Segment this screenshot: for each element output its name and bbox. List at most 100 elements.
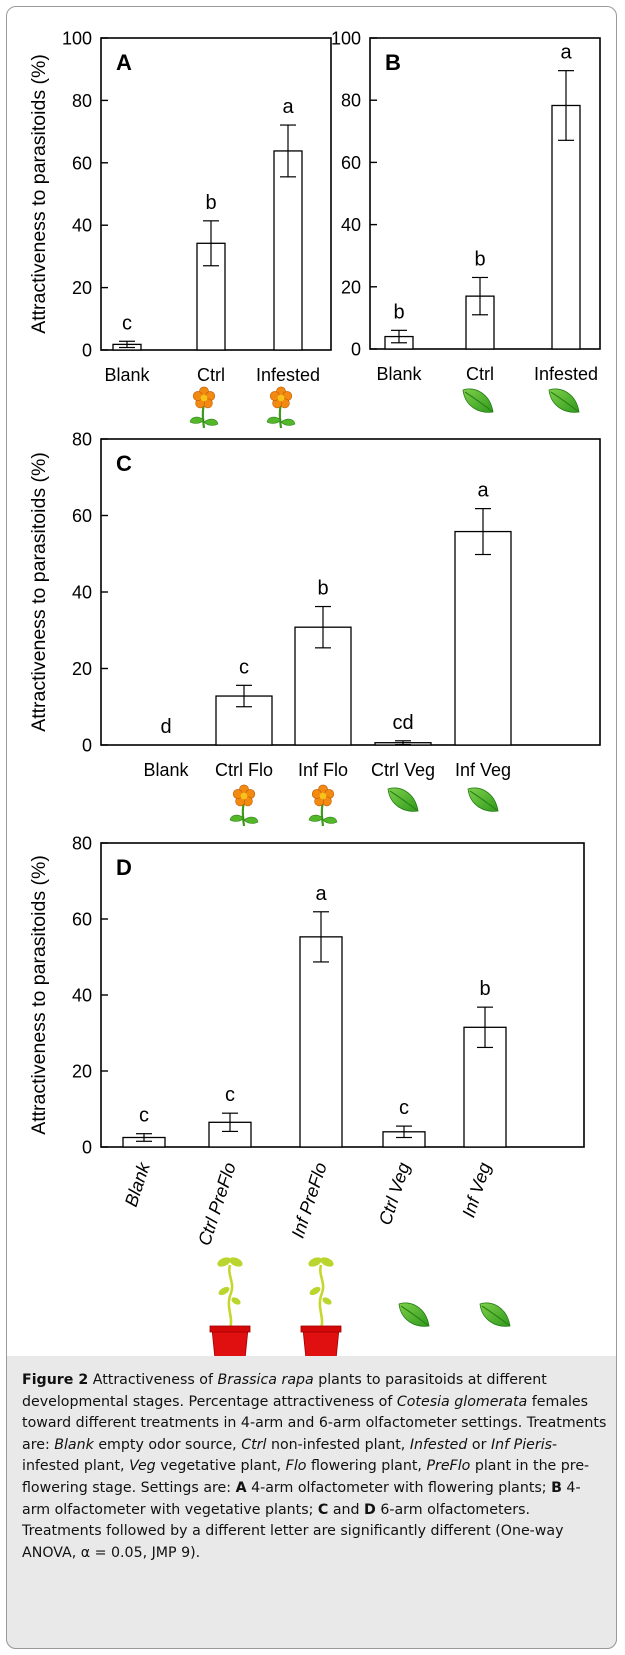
y-tick-label: 80 — [72, 91, 92, 111]
category-label: Ctrl Veg — [375, 1160, 414, 1227]
y-tick-label: 100 — [331, 29, 361, 49]
caption-text-11: 4-arm olfactometer with flowering plants… — [246, 1479, 552, 1496]
caption-text-4: empty odor source, — [93, 1436, 242, 1453]
significance-letter: a — [560, 42, 572, 64]
significance-letter: cd — [392, 712, 413, 734]
y-tick-label: 20 — [341, 277, 361, 297]
potted-seedling-icon — [208, 1254, 252, 1356]
y-tick-label: 0 — [82, 1138, 92, 1158]
bar — [454, 530, 512, 746]
y-axis-label: Attractiveness to parasitoids (%) — [28, 855, 50, 1135]
caption-text-7: -infested plant, — [22, 1436, 558, 1475]
leaf-icon — [462, 388, 494, 413]
caption-text-8: vegetative plant, — [155, 1458, 286, 1475]
significance-letter: c — [139, 1105, 149, 1127]
caption-text-5: non-infested plant, — [266, 1436, 410, 1453]
y-tick-label: 40 — [72, 216, 92, 236]
leaf-icon — [467, 787, 499, 812]
category-label: Ctrl — [466, 364, 494, 384]
category-label: Ctrl PreFlo — [194, 1160, 240, 1248]
caption-italic-3: Blank — [54, 1436, 94, 1453]
y-tick-label: 40 — [72, 986, 92, 1006]
y-tick-label: 20 — [72, 1062, 92, 1082]
flower-icon — [188, 385, 220, 430]
leaf-icon — [398, 1302, 430, 1327]
caption-italic-7: Veg — [129, 1458, 156, 1475]
category-label: Infested — [534, 364, 598, 384]
significance-letter: b — [205, 192, 216, 214]
significance-letter: b — [317, 578, 328, 600]
bar — [551, 104, 581, 350]
bar — [299, 936, 343, 1148]
y-tick-label: 60 — [341, 153, 361, 173]
category-label: Infested — [256, 365, 320, 385]
caption-bold-d: D — [364, 1501, 376, 1518]
category-label: Blank — [376, 364, 422, 384]
significance-letter: a — [282, 96, 294, 118]
figure-charts: 0 20 40 60 80 100 Attractiveness to parasitoid… — [28, 29, 601, 1356]
caption-text-10: plant in the pre-flowering stage. Settin… — [22, 1458, 590, 1496]
potted-seedling-icon — [299, 1254, 343, 1356]
panel-letter: B — [385, 50, 401, 75]
caption-text-6: or — [467, 1436, 491, 1453]
category-label: Blank — [143, 760, 189, 780]
flower-icon — [228, 783, 260, 828]
y-tick-label: 20 — [72, 278, 92, 298]
category-label: Ctrl Flo — [215, 760, 273, 780]
caption-text-13: and — [328, 1501, 365, 1518]
panel-b: 0 20 40 60 80 100 Bb Blank b Ctrl a Infested — [331, 29, 601, 413]
y-axis-label: Attractiveness to parasitoids (%) — [28, 54, 50, 334]
panel-letter: A — [116, 50, 132, 75]
y-tick-label: 20 — [72, 659, 92, 679]
caption-italic-4: Ctrl — [241, 1436, 267, 1453]
caption-text-1: Attractiveness of — [88, 1372, 218, 1388]
plots-layer: 0 20 40 60 80 100 Attractiveness to parasitoid… — [28, 29, 601, 1356]
category-label: Blank — [104, 365, 150, 385]
y-tick-label: 40 — [72, 583, 92, 603]
flower-icon — [307, 783, 339, 828]
significance-letter: c — [239, 656, 249, 678]
significance-letter: c — [225, 1084, 235, 1106]
bar — [273, 150, 303, 351]
caption-bold-c: C — [317, 1501, 329, 1518]
caption-italic-6: Inf Pieris — [490, 1436, 553, 1453]
y-tick-label: 80 — [341, 91, 361, 111]
flower-icon — [265, 385, 297, 430]
caption-text-14: 6-arm olfactometers. Treatments followed… — [22, 1501, 564, 1561]
significance-letter: a — [315, 883, 327, 905]
y-tick-label: 100 — [62, 29, 92, 49]
y-axis-label: Attractiveness to parasitoids (%) — [28, 452, 50, 732]
panel-letter: D — [116, 855, 132, 880]
caption-text-12: 4-arm olfactometer with vegetative plant… — [22, 1479, 581, 1518]
category-label: Ctrl Veg — [371, 760, 435, 780]
panel-letter: C — [116, 451, 132, 476]
caption-bold-b: B — [551, 1479, 562, 1496]
significance-letter: b — [474, 248, 485, 270]
caption-box — [6, 1356, 617, 1649]
category-label: Ctrl — [197, 365, 225, 385]
caption-bold-a: A — [235, 1479, 247, 1496]
y-tick-label: 0 — [351, 340, 361, 360]
category-label: Blank — [121, 1159, 154, 1209]
significance-letter: c — [122, 312, 132, 334]
caption-italic-2: Cotesia glomerata — [396, 1393, 528, 1410]
caption-italic-1: Brassica rapa — [217, 1372, 314, 1388]
panel-d: 0 20 40 60 80 Attractiveness to parasitoids (… — [28, 834, 585, 1356]
significance-letter: b — [479, 978, 490, 1000]
y-tick-label: 80 — [72, 834, 92, 854]
category-label: Inf Flo — [298, 760, 348, 780]
figure-caption: Figure 2 Attractiveness of Brassica rapa… — [22, 1370, 607, 1564]
category-label: Inf Veg — [455, 760, 511, 780]
significance-letter: a — [477, 480, 489, 502]
leaf-icon — [548, 388, 580, 413]
y-tick-label: 80 — [72, 430, 92, 450]
y-tick-label: 40 — [341, 215, 361, 235]
panel-c: 0 20 40 60 80 Attractiveness to parasitoids (… — [28, 430, 601, 828]
caption-text-9: flowering plant, — [306, 1458, 427, 1475]
leaf-icon — [479, 1302, 511, 1327]
category-label: Inf PreFlo — [288, 1160, 331, 1240]
significance-letter: b — [393, 301, 404, 323]
caption-italic-5: Infested — [409, 1436, 468, 1453]
caption-text-3: females toward different treatments in 4… — [22, 1393, 607, 1453]
significance-letter: d — [160, 716, 171, 738]
